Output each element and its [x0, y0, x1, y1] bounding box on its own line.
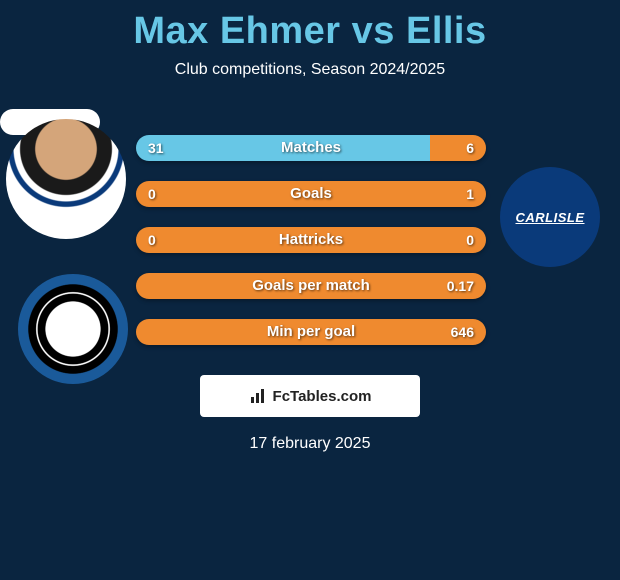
chart-icon [249, 387, 267, 405]
bar-label: Min per goal [136, 319, 486, 345]
player2-club-badge: CARLISLE [500, 167, 600, 267]
bar-label: Matches [136, 135, 486, 161]
bar-value-player1: 31 [148, 135, 164, 161]
bar-value-player2: 0.17 [447, 273, 474, 299]
bar-value-player1: 0 [148, 181, 156, 207]
fctables-link[interactable]: FcTables.com [200, 375, 420, 417]
stat-bar: Goals0 1 [136, 181, 486, 207]
bar-value-player2: 0 [466, 227, 474, 253]
stat-bars: Matches316Goals01Hattricks00Goals per ma… [136, 135, 486, 345]
bar-value-player2: 6 [466, 135, 474, 161]
bar-value-player2: 1 [466, 181, 474, 207]
fctables-label: FcTables.com [273, 388, 372, 405]
player1-club-badge [18, 274, 128, 384]
player1-avatar [6, 119, 126, 239]
stat-bar: Min per goal646 [136, 319, 486, 345]
bar-label: Hattricks [136, 227, 486, 253]
bar-value-player1: 0 [148, 227, 156, 253]
date-label: 17 february 2025 [0, 435, 620, 453]
bar-value-player2: 646 [451, 319, 474, 345]
subtitle: Club competitions, Season 2024/2025 [0, 61, 620, 79]
stat-bar: Matches31 6 [136, 135, 486, 161]
bar-label: Goals [136, 181, 486, 207]
bar-label: Goals per match [136, 273, 486, 299]
page-title: Max Ehmer vs Ellis [0, 0, 620, 53]
stat-bar: Goals per match0.17 [136, 273, 486, 299]
stat-bar: Hattricks0 0 [136, 227, 486, 253]
comparison-content: CARLISLE Matches316Goals01Hattricks00Goa… [0, 109, 620, 345]
